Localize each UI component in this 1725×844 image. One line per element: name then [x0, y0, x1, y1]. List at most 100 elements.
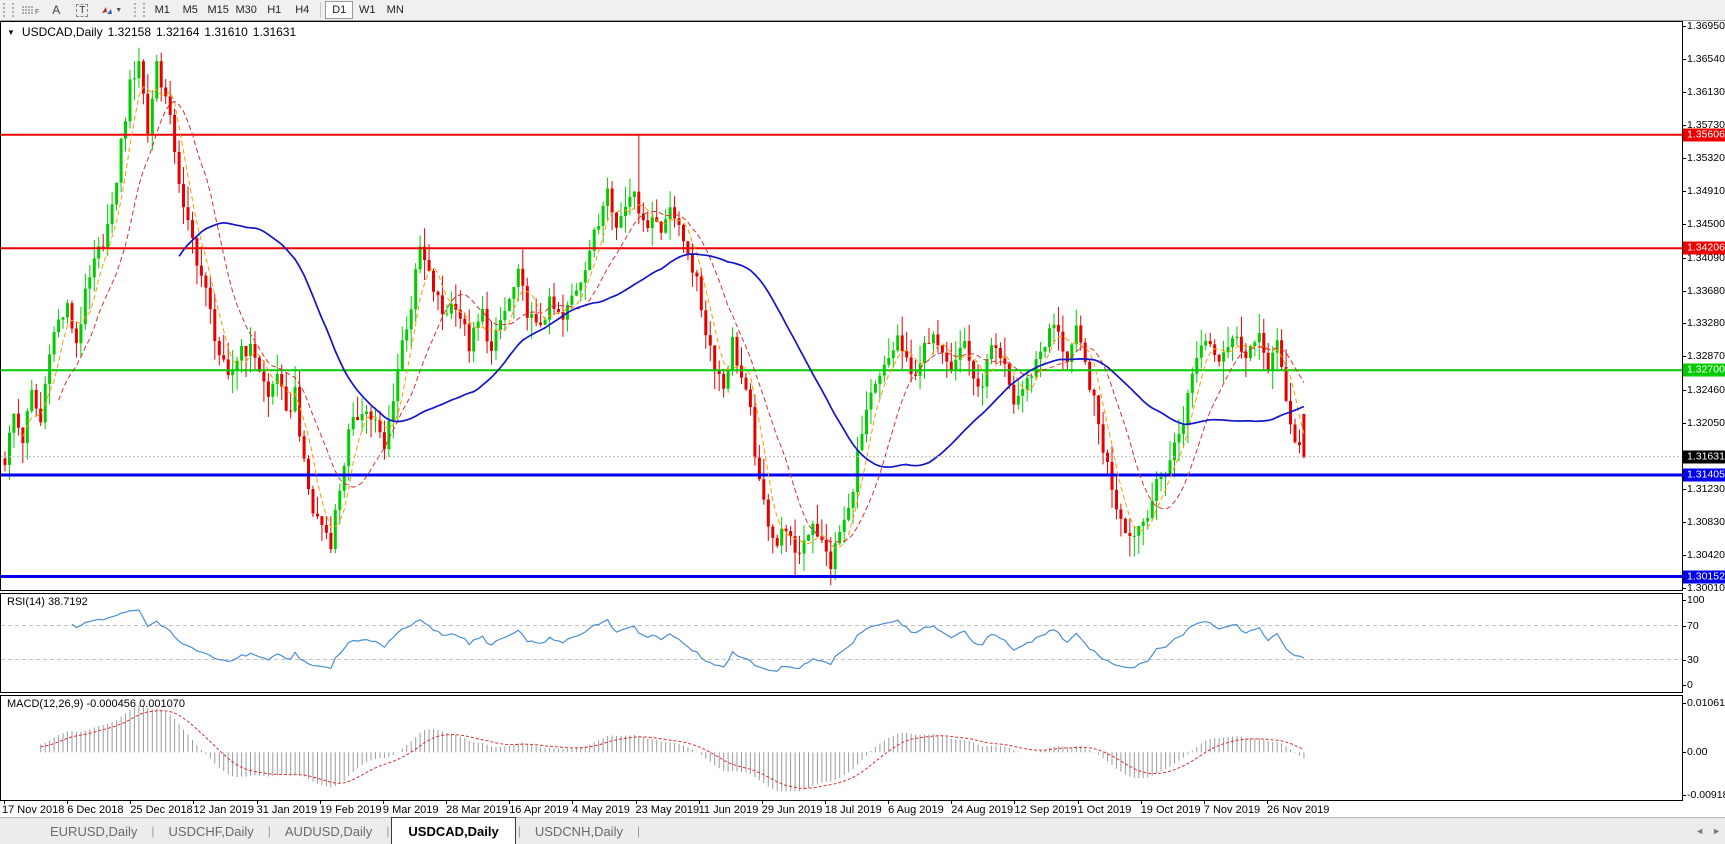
- candle-body: [88, 277, 92, 289]
- time-scale[interactable]: 17 Nov 2018 6 Dec 2018 25 Dec 2018 12 Jan 2…: [0, 801, 1725, 818]
- rsi-title: RSI(14) 38.7192: [7, 596, 88, 608]
- tab-scroll-right-icon[interactable]: ►: [1712, 826, 1721, 836]
- macd-panel[interactable]: MACD(12,26,9) -0.000456 0.001070: [0, 695, 1683, 801]
- candle-body: [744, 377, 748, 390]
- candle-body: [374, 419, 377, 421]
- text-label-tool-button[interactable]: A: [44, 2, 68, 18]
- quote-high: 1.32164: [156, 25, 200, 39]
- candle-body: [1007, 364, 1011, 385]
- candlestick-chart[interactable]: [1, 22, 1682, 590]
- tab-scroll-left-icon[interactable]: ◄: [1695, 826, 1705, 836]
- rsi-panel[interactable]: RSI(14) 38.7192: [0, 593, 1683, 693]
- chart-tab-eurusd[interactable]: EURUSD,Daily: [50, 823, 138, 839]
- candle-body: [713, 345, 717, 370]
- main-price-panel[interactable]: ▼ USDCAD,Daily 1.32158 1.32164 1.31610 1…: [0, 21, 1683, 591]
- candle-body: [280, 374, 284, 387]
- candle-body: [735, 336, 739, 366]
- candle-body: [793, 536, 797, 553]
- candle-body: [199, 265, 203, 276]
- timeframe-button-h1[interactable]: H1: [267, 4, 282, 16]
- candle-body: [1293, 424, 1297, 443]
- candle-body: [472, 327, 476, 352]
- timeframe-button-mn[interactable]: MN: [386, 4, 404, 16]
- arrows-tool-button[interactable]: ▼: [96, 2, 125, 18]
- candle-body: [1266, 352, 1270, 370]
- macd-chart[interactable]: [1, 696, 1682, 800]
- price-scale[interactable]: 1.36950 1.36540 1.36130 1.35730 1.35320 1.349…: [1682, 20, 1725, 801]
- candle-body: [1039, 351, 1043, 359]
- candle-body: [856, 450, 860, 492]
- candle-body: [168, 96, 172, 115]
- text-label-icon: A: [52, 3, 61, 17]
- price-tick-label: 1.33280: [1683, 317, 1725, 330]
- timeframe-button-w1[interactable]: W1: [358, 4, 376, 16]
- date-label: 7 Nov 2019: [1203, 804, 1261, 816]
- toolbar-grip-handle[interactable]: [3, 3, 14, 17]
- candle-body: [400, 340, 404, 369]
- date-tick: [1267, 801, 1268, 804]
- date-tick: [888, 801, 890, 804]
- date-tick: [572, 801, 574, 804]
- date-label: 18 Jul 2019: [824, 804, 882, 816]
- candle-body: [467, 324, 471, 352]
- candle-body: [789, 531, 793, 537]
- candle-body: [851, 492, 855, 508]
- timeframe-button-d1[interactable]: D1: [325, 1, 354, 19]
- candle-body: [490, 341, 493, 351]
- timeframe-button-m5[interactable]: M5: [182, 4, 198, 16]
- toolbar-grip-handle[interactable]: [134, 3, 146, 17]
- candle-body: [423, 246, 427, 260]
- date-label: 9 Mar 2019: [382, 804, 439, 816]
- candle-body: [1150, 500, 1154, 518]
- candle-body: [976, 378, 980, 387]
- candle-body: [324, 525, 328, 533]
- timeframe-button-h4[interactable]: H4: [295, 4, 310, 16]
- candle-body: [690, 253, 694, 273]
- rsi-axis-label: 100: [1683, 594, 1705, 606]
- timeframe-button-m30[interactable]: M30: [235, 4, 257, 16]
- date-label: 12 Sep 2019: [1014, 804, 1077, 816]
- macd-axis-label: 0.010615: [1683, 697, 1725, 709]
- candle-body: [329, 532, 333, 550]
- macd-axis-label: 0.00: [1682, 746, 1708, 759]
- candle-body: [552, 296, 556, 310]
- tabbar-spacer: [0, 818, 38, 844]
- candle-body: [726, 370, 730, 389]
- date-tick: [824, 801, 826, 804]
- candle-body: [615, 212, 618, 228]
- candle-body: [481, 308, 485, 322]
- candle-body: [753, 407, 757, 458]
- candle-body: [1222, 352, 1226, 362]
- rsi-chart[interactable]: [1, 594, 1682, 692]
- chart-tab-usdcad[interactable]: USDCAD,Daily: [391, 817, 516, 844]
- candle-body: [869, 392, 873, 410]
- chart-tab-usdcnh[interactable]: USDCNH,Daily: [534, 823, 623, 839]
- candle-body: [311, 489, 315, 514]
- candle-body: [650, 217, 654, 229]
- tab-separator: |: [517, 824, 521, 838]
- candle-body: [833, 543, 837, 569]
- candle-body: [1271, 352, 1275, 370]
- candle-body: [619, 216, 623, 228]
- candle-body: [865, 409, 868, 435]
- fibonacci-tool-button[interactable]: F: [18, 2, 42, 18]
- candle-body: [124, 121, 127, 139]
- timeframe-button-m15[interactable]: M15: [207, 4, 229, 16]
- candle-body: [1119, 509, 1123, 519]
- text-tool-button[interactable]: T: [70, 2, 94, 18]
- candle-body: [499, 320, 502, 330]
- candle-body: [887, 358, 891, 365]
- collapse-triangle-icon[interactable]: ▼: [7, 27, 15, 37]
- candle-body: [213, 309, 217, 341]
- candle-body: [628, 196, 632, 207]
- candle-body: [1074, 325, 1078, 345]
- candle-body: [811, 523, 815, 535]
- candle-body: [1280, 340, 1284, 367]
- candle-body: [141, 61, 145, 94]
- candle-body: [257, 357, 261, 372]
- chart-tab-audusd[interactable]: AUDUSD,Daily: [284, 823, 373, 839]
- timeframe-button-m1[interactable]: M1: [154, 4, 170, 16]
- chart-tab-usdchf[interactable]: USDCHF,Daily: [168, 823, 254, 839]
- date-tick: [509, 801, 511, 804]
